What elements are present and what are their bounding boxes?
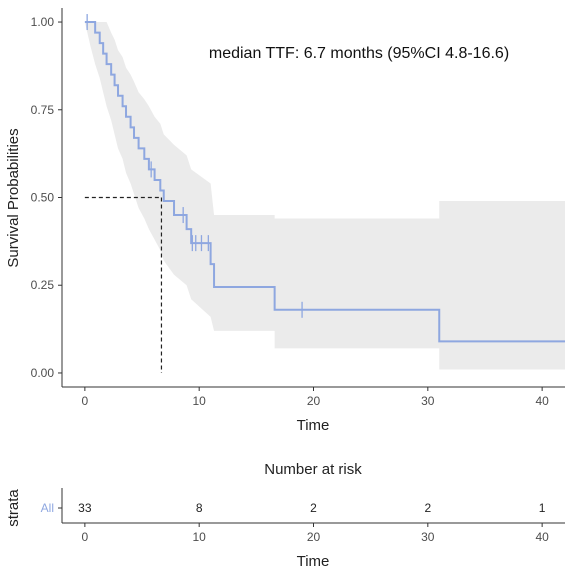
- risk-count: 1: [539, 501, 546, 515]
- median-annotation: median TTF: 6.7 months (95%CI 4.8-16.6): [209, 45, 509, 62]
- confidence-interval-band: [84, 22, 565, 370]
- median-reference-lines: [84, 196, 163, 373]
- risk-x-tick-label: 20: [307, 530, 321, 544]
- risk-x-tick-label: 30: [421, 530, 435, 544]
- y-tick-label: 0.50: [31, 191, 55, 205]
- survival-plot: 0 10 20 30 40 0.00 0.25 0.50 0.75 1.00 median TT…: [5, 8, 565, 434]
- risk-count: 33: [78, 501, 92, 515]
- risk-table-cells: All 33 8 2 2 1: [41, 501, 546, 515]
- survival-curve-all: [84, 21, 565, 343]
- censor-marks: [86, 14, 303, 318]
- risk-table-axes: 0 10 20 30 40: [58, 488, 565, 544]
- risk-count: 8: [196, 501, 203, 515]
- risk-strata-label: All: [41, 501, 54, 515]
- y-axis-title: Survival Probabilities: [5, 128, 22, 267]
- x-tick-label: 0: [82, 394, 89, 408]
- x-tick-label: 30: [421, 394, 435, 408]
- risk-table-title: Number at risk: [264, 461, 362, 478]
- y-tick-label: 0.25: [31, 278, 55, 292]
- x-axis-ticks: 0 10 20 30 40: [82, 387, 549, 408]
- risk-x-tick-label: 0: [82, 530, 89, 544]
- risk-count: 2: [310, 501, 317, 515]
- y-tick-label: 1.00: [31, 15, 55, 29]
- x-tick-label: 40: [535, 394, 549, 408]
- x-tick-label: 20: [307, 394, 321, 408]
- y-axis-ticks: 0.00 0.25 0.50 0.75 1.00: [31, 15, 62, 380]
- y-tick-label: 0.75: [31, 103, 55, 117]
- risk-x-tick-label: 40: [535, 530, 549, 544]
- risk-table-x-title: Time: [297, 553, 330, 570]
- x-tick-label: 10: [193, 394, 207, 408]
- y-tick-label: 0.00: [31, 366, 55, 380]
- risk-table: Number at risk strata Time 0 10 20 30 40 All…: [5, 461, 565, 570]
- x-axis-title: Time: [297, 417, 330, 434]
- risk-count: 2: [424, 501, 431, 515]
- risk-x-tick-label: 10: [193, 530, 207, 544]
- risk-table-y-title: strata: [5, 489, 22, 527]
